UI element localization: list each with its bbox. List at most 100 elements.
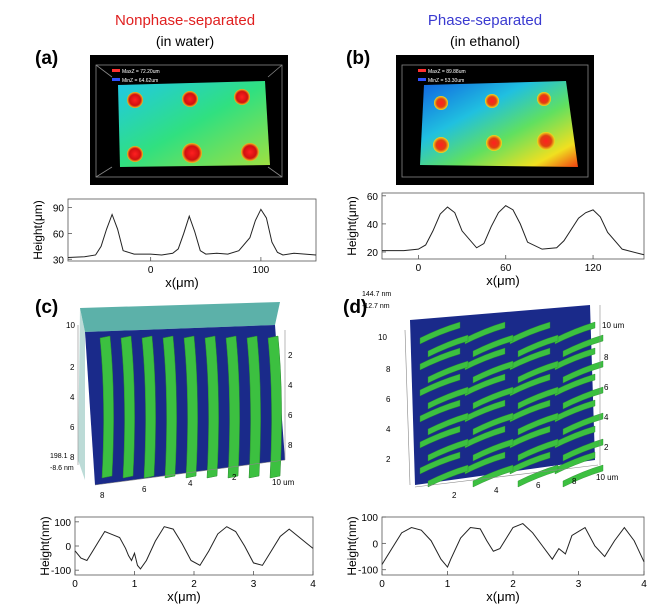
panel-d-tick-bottom-4: 10 um	[596, 473, 619, 482]
panel-d-tick-left-2: 6	[386, 395, 391, 404]
ridge	[472, 334, 514, 358]
ridge	[517, 412, 559, 436]
ridge	[419, 425, 461, 449]
panel-c-tick-right-1: 4	[288, 381, 293, 390]
ridge	[427, 386, 469, 410]
chart-c-ytick-label: 0	[65, 542, 71, 553]
ridge	[554, 399, 596, 423]
panel-c-tick-bottom-3: 2	[232, 473, 237, 482]
panel-c-tick-left-2: 4	[70, 393, 75, 402]
panel-b-3d-microscope-image: MaxZ = 89.88um MinZ = 53.30um	[396, 55, 594, 185]
ridge	[562, 438, 604, 462]
chart-c-xtick-label: 2	[191, 579, 197, 590]
ridge	[204, 335, 219, 479]
panel-c-afm-image: 10 2 4 6 8 2 4 6 8 10 um 8 6 4 2 198.1 -…	[50, 302, 295, 500]
chart-d-xtick-label: 1	[445, 579, 451, 590]
header-a-title: Nonphase-separated	[114, 12, 256, 29]
chart-d-frame	[381, 516, 645, 576]
panel-b-legend-min: MinZ = 53.30um	[428, 78, 464, 84]
chart-d-xtick-label: 4	[641, 579, 647, 590]
chart-d-ytick-label: -100	[358, 566, 378, 577]
ridge	[517, 438, 559, 462]
ridge	[472, 412, 514, 436]
ridge	[472, 360, 514, 384]
ridge	[509, 321, 551, 345]
panel-d-tick-right-2: 6	[604, 383, 609, 392]
header-b-subtitle: (in ethanol)	[449, 33, 521, 49]
chart-a-xlabel: x(μm)	[165, 275, 198, 290]
chart-b-xlabel: x(μm)	[486, 273, 519, 288]
panel-d-tick-bottom-3: 8	[572, 477, 577, 486]
chart-d-xtick-label: 3	[576, 579, 582, 590]
ridge	[464, 321, 506, 345]
ridge	[99, 335, 114, 479]
chart-a-ytick-label: 30	[53, 255, 65, 266]
ridge	[554, 373, 596, 397]
ridge	[517, 386, 559, 410]
ridge	[464, 425, 506, 449]
chart-d-ytick-label: 100	[361, 513, 378, 524]
ridge	[554, 451, 596, 475]
ridge	[509, 399, 551, 423]
panel-d-tick-bottom-2: 6	[536, 481, 541, 490]
chart-a-series-line	[67, 208, 317, 259]
ridge	[464, 347, 506, 371]
panel-d-tick-left-1: 8	[386, 365, 391, 374]
ridge	[427, 412, 469, 436]
chart-b-series-line	[382, 205, 645, 256]
panel-d-tick-right-1: 8	[604, 353, 609, 362]
dot	[127, 92, 143, 108]
ridge	[517, 464, 559, 488]
chart-a-ylabel: Height(μm)	[31, 200, 45, 260]
ridge	[554, 347, 596, 371]
chart-b-xtick-label: 0	[416, 263, 422, 274]
ridge	[246, 335, 261, 479]
chart-b-ytick-label: 40	[367, 220, 379, 231]
panel-c-tick-bottom-2: 4	[188, 479, 193, 488]
chart-c-ytick-label: -100	[51, 566, 71, 577]
panel-d-afm-image: 144.7 nm -12.7 nm 10 8 6 4 2 10 um 8 6 4…	[362, 291, 625, 500]
chart-d-xtick-label: 2	[510, 579, 516, 590]
ridge	[554, 425, 596, 449]
panel-label-c: (c)	[35, 297, 59, 318]
chart-a-xtick-label: 0	[148, 265, 154, 276]
ridge	[509, 347, 551, 371]
panel-d-tick-left-3: 4	[386, 425, 391, 434]
panel-a-legend-min: MinZ = 64.62um	[122, 78, 158, 84]
chart-c-frame	[74, 516, 314, 576]
chart-d-ytick-label: 0	[372, 539, 378, 550]
ridge	[427, 464, 469, 488]
ridge	[464, 451, 506, 475]
ridge	[472, 438, 514, 462]
panel-c-tick-right-2: 6	[288, 411, 293, 420]
ridge	[472, 386, 514, 410]
ridge	[427, 360, 469, 384]
chart-c-xlabel: x(μm)	[167, 589, 200, 604]
ridge	[120, 335, 135, 479]
panel-c-tick-left-4: 8	[70, 453, 75, 462]
chart-a-ytick-label: 90	[53, 204, 65, 215]
panel-b-legend-max: MaxZ = 89.88um	[428, 69, 466, 75]
ridge	[562, 334, 604, 358]
panel-c-tick-right-4: 10 um	[272, 478, 295, 487]
header-b-title: Phase-separated	[427, 12, 543, 29]
ridge	[464, 373, 506, 397]
chart-a-frame	[67, 198, 317, 262]
panel-d-tick-right-4: 2	[604, 443, 609, 452]
ridge	[162, 335, 177, 479]
ridge	[509, 451, 551, 475]
chart-b-xtick-label: 120	[585, 263, 602, 274]
ridge	[464, 399, 506, 423]
chart-c-xtick-label: 1	[132, 579, 138, 590]
ridge	[267, 335, 282, 479]
panel-c-tick-bottom-1: 6	[142, 485, 147, 494]
panel-c-tick-left-1: 2	[70, 363, 75, 372]
chart-d-series-line	[381, 523, 645, 569]
chart-c-series-line	[74, 526, 314, 570]
chart-b-ytick-label: 60	[367, 192, 379, 203]
chart-b-ytick-label: 20	[367, 248, 379, 259]
panel-c-tick-right-0: 2	[288, 351, 293, 360]
chart-b-xtick-label: 60	[500, 263, 512, 274]
